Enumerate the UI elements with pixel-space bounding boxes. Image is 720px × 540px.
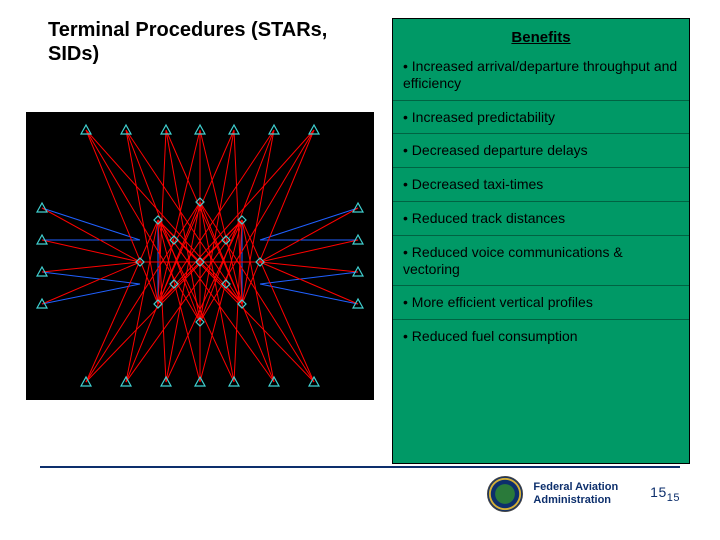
diagram-svg bbox=[26, 112, 374, 400]
slide: Terminal Procedures (STARs, SIDs) Benefi… bbox=[0, 0, 720, 540]
benefit-item: • Increased predictability bbox=[393, 100, 689, 134]
footer: Federal Aviation Administration 1515 bbox=[0, 466, 720, 522]
procedures-diagram bbox=[26, 112, 374, 400]
page-number: 1515 bbox=[650, 484, 680, 504]
footer-divider bbox=[40, 466, 680, 468]
benefit-item: • Decreased departure delays bbox=[393, 133, 689, 167]
org-name: Federal Aviation Administration bbox=[533, 481, 618, 506]
benefit-item: • Reduced track distances bbox=[393, 201, 689, 235]
benefit-item: • Reduced fuel consumption bbox=[393, 319, 689, 353]
benefits-panel: Benefits • Increased arrival/departure t… bbox=[392, 18, 690, 464]
benefits-header: Benefits bbox=[393, 19, 689, 52]
page-major: 15 bbox=[650, 484, 667, 500]
benefit-item: • Increased arrival/departure throughput… bbox=[393, 52, 689, 100]
benefit-item: • Reduced voice communications & vectori… bbox=[393, 235, 689, 286]
benefit-item: • Decreased taxi-times bbox=[393, 167, 689, 201]
faa-seal-icon bbox=[487, 476, 523, 512]
page-minor: 15 bbox=[667, 492, 680, 504]
title-block: Terminal Procedures (STARs, SIDs) bbox=[48, 18, 358, 66]
slide-title: Terminal Procedures (STARs, SIDs) bbox=[48, 18, 358, 66]
footer-content: Federal Aviation Administration 1515 bbox=[487, 476, 680, 512]
org-line1: Federal Aviation bbox=[533, 481, 618, 493]
org-line2: Administration bbox=[533, 494, 611, 506]
benefit-item: • More efficient vertical profiles bbox=[393, 285, 689, 319]
